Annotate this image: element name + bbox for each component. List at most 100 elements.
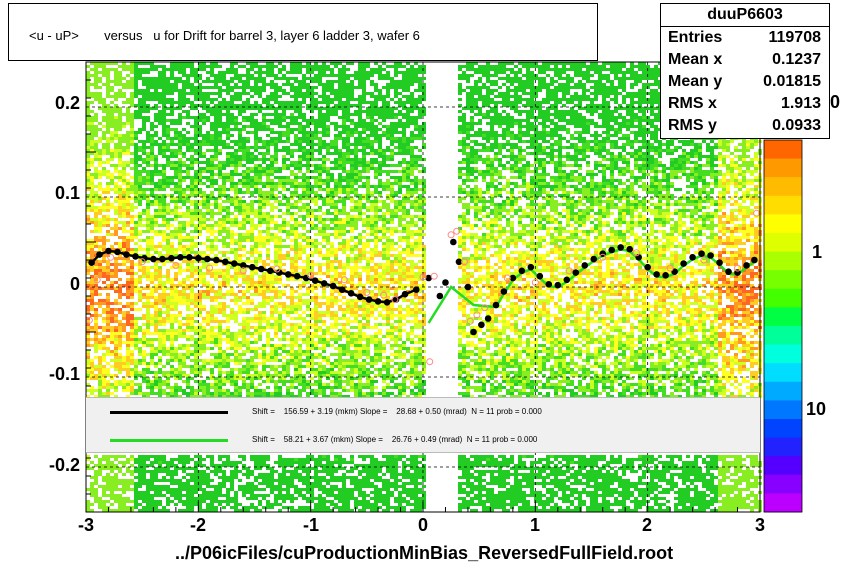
heatmap-cell — [190, 137, 194, 140]
heatmap-cell — [122, 362, 126, 365]
heatmap-cell — [98, 305, 102, 308]
heatmap-cell — [262, 305, 266, 308]
heatmap-cell — [258, 182, 262, 185]
heatmap-cell — [194, 479, 198, 482]
heatmap-cell — [94, 470, 98, 473]
heatmap-cell — [98, 227, 102, 230]
heatmap-cell — [150, 359, 154, 362]
heatmap-cell — [198, 176, 202, 179]
heatmap-cell — [182, 89, 186, 92]
heatmap-cell — [254, 245, 258, 248]
heatmap-cell — [282, 497, 286, 500]
heatmap-cell — [242, 86, 246, 89]
heatmap-cell — [234, 377, 238, 380]
heatmap-cell — [106, 389, 110, 392]
heatmap-cell — [242, 236, 246, 239]
heatmap-cell — [150, 383, 154, 386]
heatmap-cell — [166, 497, 170, 500]
heatmap-cell — [94, 140, 98, 143]
heatmap-cell — [278, 464, 282, 467]
heatmap-cell — [198, 218, 202, 221]
heatmap-cell — [134, 290, 138, 293]
heatmap-cell — [250, 326, 254, 329]
heatmap-cell — [106, 200, 110, 203]
heatmap-cell — [170, 167, 174, 170]
heatmap-cell — [294, 374, 298, 377]
heatmap-cell — [118, 494, 122, 497]
heatmap-cell — [246, 71, 250, 74]
heatmap-cell — [130, 161, 134, 164]
heatmap-cell — [162, 461, 166, 464]
heatmap-cell — [230, 338, 234, 341]
heatmap-cell — [286, 311, 290, 314]
heatmap-cell — [170, 200, 174, 203]
heatmap-cell — [214, 356, 218, 359]
heatmap-cell — [146, 224, 150, 227]
heatmap-cell — [226, 455, 230, 458]
heatmap-cell — [194, 98, 198, 101]
heatmap-cell — [222, 278, 226, 281]
heatmap-cell — [230, 161, 234, 164]
heatmap-cell — [98, 197, 102, 200]
heatmap-cell — [126, 293, 130, 296]
heatmap-cell — [266, 212, 270, 215]
heatmap-cell — [158, 83, 162, 86]
heatmap-cell — [230, 497, 234, 500]
heatmap-cell — [194, 203, 198, 206]
heatmap-cell — [186, 62, 190, 65]
heatmap-cell — [162, 176, 166, 179]
heatmap-cell — [254, 80, 258, 83]
heatmap-cell — [234, 152, 238, 155]
heatmap-cell — [158, 500, 162, 503]
heatmap-cell — [194, 140, 198, 143]
heatmap-cell — [234, 293, 238, 296]
heatmap-cell — [90, 371, 94, 374]
heatmap-cell — [194, 149, 198, 152]
heatmap-cell — [174, 197, 178, 200]
heatmap-cell — [194, 185, 198, 188]
heatmap-cell — [242, 80, 246, 83]
heatmap-cell — [182, 65, 186, 68]
heatmap-cell — [106, 323, 110, 326]
heatmap-cell — [298, 158, 302, 161]
heatmap-cell — [166, 332, 170, 335]
heatmap-cell — [174, 371, 178, 374]
heatmap-cell — [178, 293, 182, 296]
heatmap-cell — [114, 125, 118, 128]
heatmap-cell — [254, 347, 258, 350]
heatmap-cell — [126, 302, 130, 305]
heatmap-cell — [258, 74, 262, 77]
heatmap-cell — [238, 275, 242, 278]
heatmap-cell — [234, 392, 238, 395]
heatmap-cell — [162, 254, 166, 257]
heatmap-cell — [110, 107, 114, 110]
heatmap-cell — [198, 200, 202, 203]
heatmap-cell — [246, 146, 250, 149]
heatmap-cell — [134, 470, 138, 473]
heatmap-cell — [166, 113, 170, 116]
heatmap-cell — [138, 509, 142, 512]
heatmap-cell — [202, 266, 206, 269]
heatmap-cell — [94, 227, 98, 230]
heatmap-cell — [126, 164, 130, 167]
heatmap-cell — [274, 188, 278, 191]
heatmap-cell — [90, 338, 94, 341]
heatmap-cell — [174, 287, 178, 290]
heatmap-cell — [170, 287, 174, 290]
heatmap-cell — [250, 221, 254, 224]
heatmap-cell — [114, 473, 118, 476]
heatmap-cell — [202, 491, 206, 494]
heatmap-cell — [286, 491, 290, 494]
heatmap-cell — [150, 338, 154, 341]
heatmap-cell — [150, 83, 154, 86]
heatmap-cell — [206, 329, 210, 332]
heatmap-cell — [282, 218, 286, 221]
heatmap-cell — [262, 230, 266, 233]
heatmap-cell — [154, 92, 158, 95]
heatmap-cell — [290, 479, 294, 482]
heatmap-cell — [182, 128, 186, 131]
heatmap-cell — [194, 74, 198, 77]
heatmap-cell — [166, 296, 170, 299]
heatmap-cell — [162, 170, 166, 173]
heatmap-cell — [242, 317, 246, 320]
